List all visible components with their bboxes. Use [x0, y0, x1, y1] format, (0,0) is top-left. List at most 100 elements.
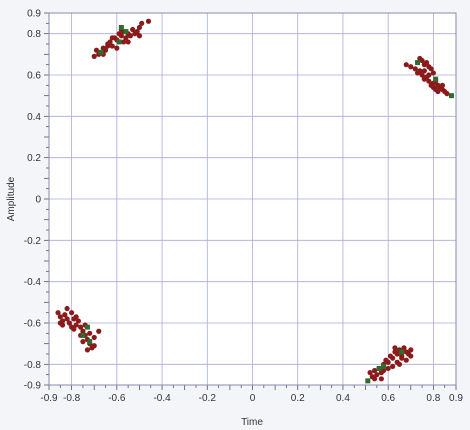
data-point-circle	[80, 339, 86, 345]
y-axis-title: Amplitude	[6, 176, 17, 221]
data-point-circle	[394, 351, 400, 357]
data-point-circle	[125, 39, 131, 45]
data-point-circle	[109, 35, 115, 41]
data-point-circle	[73, 322, 79, 328]
data-point-circle	[127, 33, 133, 39]
x-tick-label: -0.4	[153, 393, 171, 404]
x-tick-label: 0.9	[449, 393, 463, 404]
x-tick-label: 0.4	[336, 393, 350, 404]
data-point-circle	[390, 363, 396, 369]
data-point-circle	[403, 357, 409, 363]
data-point-circle	[392, 345, 398, 351]
y-tick-label: 0.8	[27, 29, 41, 40]
data-point-circle	[412, 66, 418, 72]
data-point-circle	[372, 367, 378, 374]
x-tick-label: -0.9	[40, 393, 58, 404]
y-tick-label: 0.6	[27, 71, 41, 82]
x-tick-label: -0.6	[108, 393, 126, 404]
y-tick-label: -0.2	[24, 236, 42, 247]
x-tick-label: -0.8	[63, 393, 81, 404]
data-point-circle	[408, 347, 414, 353]
x-tick-label: -0.2	[199, 393, 217, 404]
data-point-circle	[444, 91, 450, 97]
data-point-circle	[91, 343, 97, 349]
data-point-circle	[439, 82, 446, 88]
data-points	[55, 18, 454, 384]
data-point-circle	[55, 310, 61, 316]
data-point-circle	[75, 318, 81, 324]
y-tick-label: 0.9	[27, 9, 41, 20]
data-point-circle	[87, 330, 93, 336]
data-point-circle	[374, 372, 380, 378]
y-tick-label: -0.4	[24, 277, 42, 288]
data-point-square	[123, 29, 129, 35]
data-point-circle	[378, 376, 384, 382]
data-point-square	[84, 324, 90, 330]
data-point-circle	[419, 57, 425, 64]
data-point-square	[98, 49, 104, 55]
data-point-circle	[64, 316, 70, 322]
data-point-circle	[385, 365, 391, 372]
data-point-square	[415, 60, 421, 66]
data-point-circle	[426, 72, 432, 78]
data-point-circle	[71, 326, 77, 332]
y-tick-labels: 0.9 0.8 0.6 0.4 0.2 0 -0.2 -0.4 -0.6 -0.8 -0.9	[24, 9, 42, 392]
data-point-square	[80, 332, 86, 338]
data-point-circle	[57, 314, 63, 320]
data-point-circle	[57, 320, 63, 326]
data-point-circle	[93, 47, 100, 53]
data-point-circle	[396, 361, 403, 367]
data-point-circle	[390, 355, 396, 361]
data-point-circle	[403, 62, 409, 68]
data-point-circle	[399, 355, 405, 361]
data-point-circle	[421, 68, 427, 74]
data-point-circle	[139, 20, 145, 26]
data-point-circle	[367, 370, 373, 376]
x-tick-label: 0.8	[426, 393, 440, 404]
x-tick-label: 0.2	[291, 393, 305, 404]
data-point-circle	[408, 64, 414, 70]
data-point-circle	[118, 33, 124, 39]
data-point-circle	[372, 376, 378, 382]
data-point-circle	[381, 367, 387, 374]
data-point-circle	[419, 72, 425, 78]
data-point-square	[118, 24, 124, 30]
data-point-circle	[91, 53, 97, 60]
y-tick-label: 0	[35, 195, 41, 206]
data-point-circle	[107, 39, 113, 45]
data-point-circle	[62, 312, 68, 318]
data-point-circle	[91, 334, 97, 341]
x-axis-title: Time	[241, 417, 263, 428]
data-point-circle	[435, 82, 441, 88]
data-point-circle	[401, 345, 407, 351]
data-point-circle	[417, 68, 423, 74]
data-point-square	[448, 93, 454, 99]
y-tick-label: -0.8	[24, 360, 42, 371]
data-point-circle	[385, 359, 391, 365]
data-point-circle	[134, 29, 140, 35]
data-point-circle	[109, 43, 115, 49]
x-tick-labels: -0.9 -0.8 -0.6 -0.4 -0.2 0 0.2 0.4 0.6 0.8 0.9	[40, 393, 463, 404]
data-point-circle	[428, 66, 434, 72]
data-point-square	[381, 363, 387, 369]
data-point-circle	[105, 43, 111, 49]
data-point-circle	[426, 78, 432, 84]
data-point-circle	[64, 305, 70, 312]
data-point-circle	[80, 328, 86, 334]
data-point-square	[376, 365, 382, 371]
data-point-circle	[96, 328, 102, 334]
data-point-circle	[435, 88, 441, 95]
data-point-circle	[408, 353, 414, 359]
data-point-circle	[69, 310, 75, 316]
data-point-square	[365, 378, 371, 384]
y-tick-label: 0.2	[27, 153, 41, 164]
data-point-circle	[84, 347, 91, 353]
data-point-circle	[136, 24, 143, 31]
plot-frame	[48, 12, 457, 386]
data-point-square	[116, 39, 122, 45]
data-point-square	[399, 349, 405, 355]
data-point-circle	[78, 324, 84, 330]
data-point-circle	[130, 26, 136, 33]
data-point-circle	[123, 35, 129, 41]
data-point-circle	[102, 47, 109, 53]
